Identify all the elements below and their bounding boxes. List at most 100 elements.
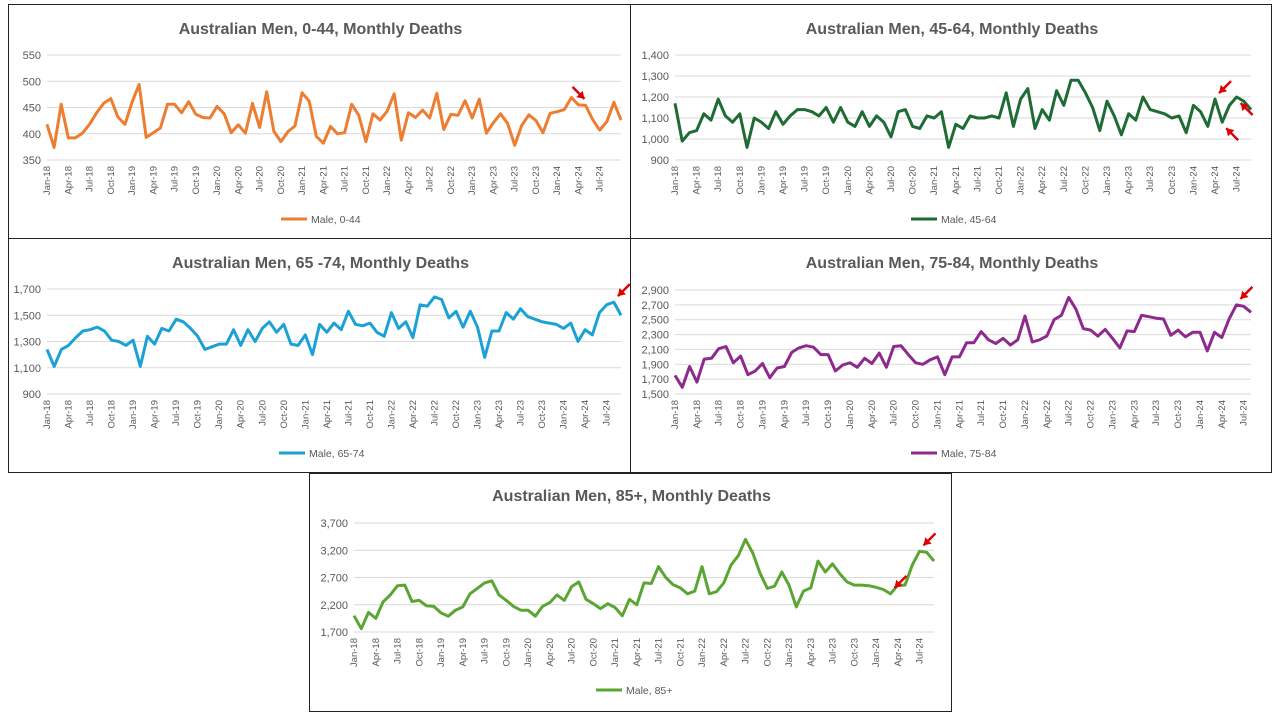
x-tick-label: Jan-20 bbox=[212, 166, 223, 195]
x-tick-label: Jul-24 bbox=[595, 166, 606, 192]
x-tick-label: Oct-23 bbox=[1167, 166, 1178, 195]
chart-75-84: Australian Men, 75-84, Monthly Deaths 1,5… bbox=[641, 255, 1254, 460]
y-tick-label: 2,500 bbox=[641, 315, 669, 327]
x-tick-label: Oct-21 bbox=[365, 400, 376, 429]
chart-panel-45-64: Australian Men, 45-64, Monthly Deaths 900… bbox=[630, 4, 1272, 239]
x-tick-label: Jul-22 bbox=[1059, 166, 1070, 192]
x-tick-label: Jan-19 bbox=[757, 400, 768, 429]
x-tick-label: Oct-22 bbox=[1086, 400, 1097, 429]
chart-title: Australian Men, 75-84, Monthly Deaths bbox=[806, 255, 1099, 272]
y-tick-label: 1,000 bbox=[641, 134, 669, 146]
x-tick-label: Apr-20 bbox=[864, 166, 875, 195]
chart-panel-75-84: Australian Men, 75-84, Monthly Deaths 1,5… bbox=[630, 238, 1272, 473]
x-tick-label: Jul-19 bbox=[171, 400, 182, 426]
x-tick-label: Jul-19 bbox=[170, 166, 181, 192]
y-tick-label: 3,200 bbox=[320, 545, 348, 557]
x-tick-label: Jul-24 bbox=[1239, 400, 1250, 426]
y-tick-label: 1,700 bbox=[320, 627, 348, 639]
y-tick-label: 1,500 bbox=[641, 389, 669, 401]
x-tick-label: Apr-24 bbox=[580, 400, 591, 429]
x-tick-label: Jan-18 bbox=[670, 166, 681, 195]
x-tick-label: Jan-19 bbox=[128, 400, 139, 429]
annotation-arrow bbox=[616, 283, 631, 297]
x-tick-label: Apr-23 bbox=[1124, 166, 1135, 195]
x-tick-label: Jul-18 bbox=[714, 400, 725, 426]
x-tick-label: Oct-19 bbox=[821, 166, 832, 195]
x-tick-label: Jul-23 bbox=[516, 400, 527, 426]
x-tick-label: Oct-23 bbox=[1173, 400, 1184, 429]
series-line bbox=[45, 82, 623, 149]
y-tick-label: 1,700 bbox=[13, 284, 41, 296]
x-tick-label: Apr-21 bbox=[318, 166, 329, 195]
x-tick-label: Jul-20 bbox=[567, 638, 578, 664]
x-tick-label: Apr-18 bbox=[692, 400, 703, 429]
x-tick-label: Jul-20 bbox=[889, 400, 900, 426]
x-tick-label: Apr-22 bbox=[408, 400, 419, 429]
chart-65-74: Australian Men, 65 -74, Monthly Deaths 90… bbox=[13, 255, 631, 460]
x-tick-label: Jan-19 bbox=[127, 166, 138, 195]
annotation-arrow bbox=[571, 86, 586, 100]
y-tick-label: 2,900 bbox=[641, 285, 669, 297]
x-tick-label: Apr-20 bbox=[867, 400, 878, 429]
x-tick-label: Jan-24 bbox=[552, 166, 563, 195]
y-tick-label: 2,100 bbox=[641, 344, 669, 356]
y-tick-label: 2,300 bbox=[641, 330, 669, 342]
x-tick-label: Jul-21 bbox=[343, 400, 354, 426]
x-tick-label: Jan-23 bbox=[1107, 400, 1118, 429]
y-tick-label: 3,700 bbox=[320, 518, 348, 530]
x-tick-label: Jan-22 bbox=[386, 400, 397, 429]
y-tick-label: 550 bbox=[23, 50, 41, 62]
x-tick-label: Jul-22 bbox=[1064, 400, 1075, 426]
x-tick-label: Jul-19 bbox=[801, 400, 812, 426]
x-tick-label: Oct-23 bbox=[537, 400, 548, 429]
y-tick-label: 1,300 bbox=[641, 71, 669, 83]
x-tick-label: Oct-22 bbox=[762, 638, 773, 667]
y-tick-label: 900 bbox=[651, 155, 669, 167]
chart-85-plus: Australian Men, 85+, Monthly Deaths 1,700… bbox=[320, 488, 937, 697]
chart-panel-85-plus: Australian Men, 85+, Monthly Deaths 1,700… bbox=[309, 473, 952, 712]
x-tick-label: Apr-18 bbox=[371, 638, 382, 667]
x-tick-label: Apr-22 bbox=[1042, 400, 1053, 429]
y-tick-label: 2,200 bbox=[320, 600, 348, 612]
y-tick-label: 900 bbox=[23, 389, 41, 401]
x-tick-label: Apr-21 bbox=[632, 638, 643, 667]
x-tick-label: Jul-21 bbox=[976, 400, 987, 426]
x-tick-label: Jul-18 bbox=[85, 400, 96, 426]
x-tick-label: Jan-21 bbox=[300, 400, 311, 429]
x-tick-label: Jul-21 bbox=[340, 166, 351, 192]
x-tick-label: Jan-21 bbox=[929, 166, 940, 195]
x-tick-label: Apr-19 bbox=[458, 638, 469, 667]
x-tick-label: Apr-21 bbox=[322, 400, 333, 429]
x-tick-label: Oct-19 bbox=[823, 400, 834, 429]
x-tick-label: Apr-19 bbox=[778, 166, 789, 195]
x-tick-label: Apr-24 bbox=[1217, 400, 1228, 429]
chart-title: Australian Men, 45-64, Monthly Deaths bbox=[806, 21, 1099, 38]
x-tick-label: Oct-18 bbox=[735, 166, 746, 195]
x-tick-label: Jan-23 bbox=[1102, 166, 1113, 195]
annotation-arrow bbox=[1218, 80, 1232, 94]
x-tick-label: Jul-18 bbox=[393, 638, 404, 664]
x-tick-label: Jan-20 bbox=[843, 166, 854, 195]
y-tick-label: 1,400 bbox=[641, 50, 669, 62]
legend: Male, 0-44 bbox=[281, 214, 361, 226]
x-tick-label: Jul-24 bbox=[915, 638, 926, 664]
x-tick-label: Jan-23 bbox=[473, 400, 484, 429]
x-tick-label: Oct-18 bbox=[414, 638, 425, 667]
legend-label: Male, 45-64 bbox=[941, 214, 997, 226]
x-tick-label: Oct-21 bbox=[998, 400, 1009, 429]
x-tick-label: Jan-23 bbox=[467, 166, 478, 195]
x-tick-label: Apr-20 bbox=[545, 638, 556, 667]
series-line bbox=[352, 537, 936, 631]
x-tick-label: Apr-24 bbox=[893, 638, 904, 667]
chart-0-44: Australian Men, 0-44, Monthly Deaths 350 4… bbox=[23, 21, 623, 226]
x-tick-label: Jan-18 bbox=[42, 166, 53, 195]
x-tick-label: Oct-20 bbox=[908, 166, 919, 195]
annotation-arrow bbox=[922, 532, 937, 547]
x-tick-label: Jan-24 bbox=[1195, 400, 1206, 429]
x-tick-label: Jan-24 bbox=[559, 400, 570, 429]
x-tick-label: Jan-20 bbox=[523, 638, 534, 667]
x-tick-label: Apr-18 bbox=[64, 400, 75, 429]
x-tick-label: Oct-19 bbox=[193, 400, 204, 429]
x-tick-label: Oct-21 bbox=[361, 166, 372, 195]
x-tick-label: Jul-24 bbox=[602, 400, 613, 426]
